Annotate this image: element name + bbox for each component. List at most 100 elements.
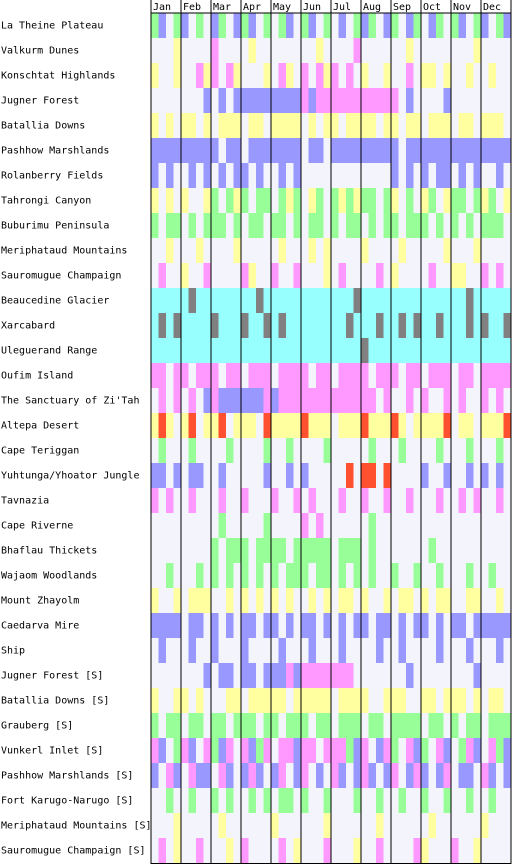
weather-cell [263, 638, 272, 663]
weather-cell [458, 438, 467, 463]
weather-cell [173, 613, 182, 638]
weather-cell [473, 488, 482, 513]
weather-cell [278, 438, 287, 463]
weather-cell [488, 788, 497, 813]
weather-cell [158, 138, 167, 163]
weather-cell [226, 613, 235, 638]
weather-cell [353, 313, 362, 338]
weather-cell [173, 638, 182, 663]
weather-cell [316, 563, 325, 588]
weather-cell [316, 13, 325, 38]
weather-cell [346, 288, 355, 313]
zone-label: Sauromugue Champaign [S] [1, 846, 146, 857]
weather-cell [203, 338, 212, 363]
weather-cell [428, 463, 437, 488]
weather-cell [503, 588, 512, 613]
weather-cell [376, 163, 385, 188]
weather-cell [211, 413, 220, 438]
weather-cell [383, 463, 392, 488]
weather-cell [278, 563, 287, 588]
weather-cell [391, 263, 400, 288]
weather-cell [233, 338, 242, 363]
weather-cell [323, 113, 332, 138]
weather-cell [218, 738, 227, 763]
weather-cell [256, 338, 265, 363]
weather-cell [443, 288, 452, 313]
weather-cell [241, 538, 250, 563]
weather-cell [263, 738, 272, 763]
weather-cell [421, 88, 430, 113]
weather-cell [188, 563, 197, 588]
weather-cell [316, 388, 325, 413]
weather-cell [391, 638, 400, 663]
weather-cell [263, 513, 272, 538]
weather-cell [158, 488, 167, 513]
weather-cell [323, 488, 332, 513]
weather-cell [181, 338, 190, 363]
weather-cell [331, 363, 340, 388]
weather-cell [293, 538, 302, 563]
weather-cell [248, 738, 257, 763]
weather-cell [278, 488, 287, 513]
weather-cell [158, 38, 167, 63]
weather-cell [316, 813, 325, 838]
weather-cell [406, 488, 415, 513]
weather-cell [331, 438, 340, 463]
weather-cell [188, 788, 197, 813]
weather-cell [331, 513, 340, 538]
weather-cell [316, 38, 325, 63]
weather-cell [293, 763, 302, 788]
weather-cell [473, 338, 482, 363]
weather-cell [196, 763, 205, 788]
weather-cell [166, 263, 175, 288]
weather-cell [248, 463, 257, 488]
weather-cell [196, 688, 205, 713]
zone-label: Sauromugue Champaign [1, 271, 121, 282]
weather-cell [503, 388, 512, 413]
weather-cell [181, 513, 190, 538]
weather-cell [436, 713, 445, 738]
weather-cell [181, 638, 190, 663]
weather-cell [158, 13, 167, 38]
weather-cell [293, 463, 302, 488]
zone-label: Fort Karugo-Narugo [S] [1, 796, 133, 807]
weather-cell [278, 338, 287, 363]
weather-cell [436, 113, 445, 138]
month-label: Aug [363, 2, 381, 13]
weather-cell [323, 538, 332, 563]
weather-cell [226, 488, 235, 513]
weather-cell [271, 138, 280, 163]
weather-cell [496, 788, 505, 813]
weather-cell [256, 638, 265, 663]
weather-cell [188, 313, 197, 338]
weather-cell [181, 213, 190, 238]
weather-cell [286, 388, 295, 413]
weather-cell [256, 538, 265, 563]
weather-cell [241, 113, 250, 138]
weather-cell [436, 338, 445, 363]
weather-cell [391, 788, 400, 813]
weather-cell [151, 388, 160, 413]
weather-cell [293, 638, 302, 663]
weather-cell [203, 388, 212, 413]
weather-cell [368, 638, 377, 663]
weather-cell [286, 538, 295, 563]
weather-cell [286, 588, 295, 613]
weather-cell [151, 513, 160, 538]
weather-cell [398, 238, 407, 263]
weather-cell [481, 713, 490, 738]
weather-cell [436, 238, 445, 263]
weather-cell [481, 738, 490, 763]
weather-cell [353, 838, 362, 863]
weather-cell [286, 163, 295, 188]
weather-cell [256, 263, 265, 288]
weather-cell [406, 113, 415, 138]
weather-cell [263, 538, 272, 563]
weather-cell [406, 38, 415, 63]
weather-cell [481, 263, 490, 288]
weather-cell [263, 88, 272, 113]
weather-cell [271, 188, 280, 213]
weather-cell [503, 213, 512, 238]
weather-cell [428, 588, 437, 613]
weather-cell [293, 138, 302, 163]
